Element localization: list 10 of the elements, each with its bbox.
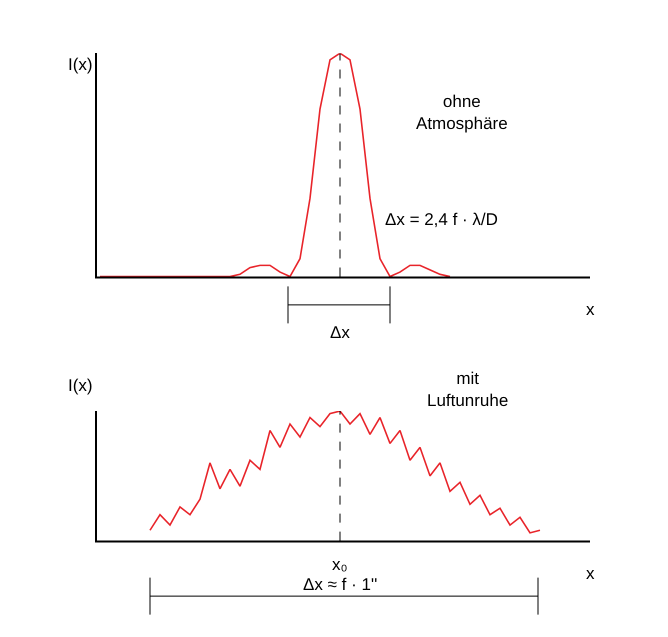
y-axis-title: I(x) <box>68 55 93 74</box>
x-axis-title: x <box>586 300 595 319</box>
text: x₀ <box>332 555 348 574</box>
y-axis-title: I(x) <box>68 376 93 395</box>
text: Δx ≈ f · 1'' <box>303 575 378 594</box>
text: mit Luftunruhe <box>427 369 508 410</box>
x-axis-title: x <box>586 564 595 583</box>
annotation: ohne Atmosphäre <box>416 92 508 134</box>
annotation: Δx = 2,4 f · λ/D <box>385 210 498 229</box>
text: Δx <box>330 323 350 342</box>
